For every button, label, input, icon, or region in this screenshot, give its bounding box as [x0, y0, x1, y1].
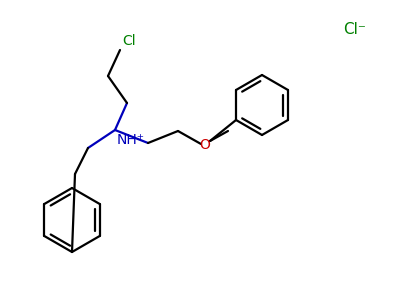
Text: NH⁺: NH⁺ [117, 133, 145, 147]
Text: Cl: Cl [122, 34, 136, 48]
Text: Cl⁻: Cl⁻ [344, 22, 366, 38]
Text: O: O [200, 138, 210, 152]
